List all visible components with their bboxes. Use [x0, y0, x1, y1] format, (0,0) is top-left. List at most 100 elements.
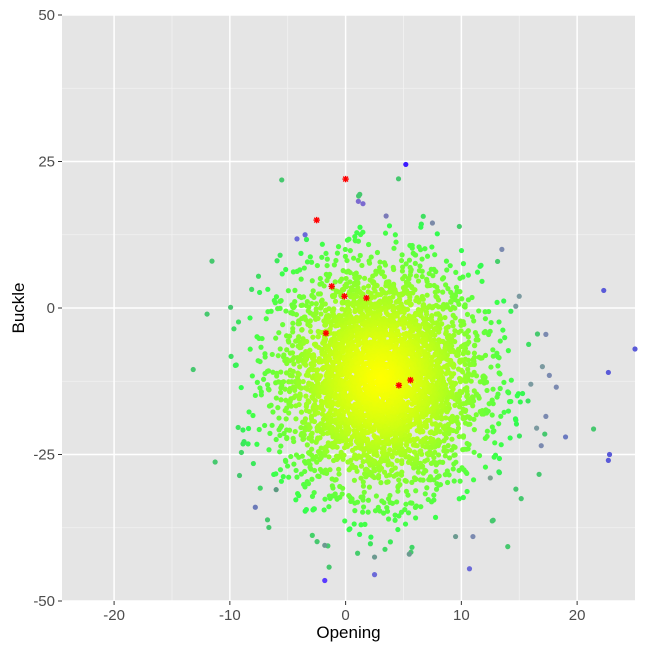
outlier-point	[355, 198, 361, 204]
cloud-point	[303, 507, 309, 513]
cloud-point	[284, 405, 290, 411]
asterisk-marker	[407, 376, 414, 384]
cloud-point	[497, 338, 503, 344]
cloud-point	[284, 463, 291, 469]
cloud-point	[409, 544, 415, 550]
cloud-point	[374, 249, 381, 256]
cloud-point	[315, 315, 321, 322]
outlier-point	[534, 425, 540, 431]
cloud-point	[286, 410, 292, 416]
cloud-point	[383, 283, 389, 289]
outlier-point	[322, 542, 328, 548]
cloud-point	[471, 343, 478, 349]
cloud-point	[360, 509, 366, 515]
cloud-point	[367, 541, 374, 547]
cloud-point	[277, 346, 283, 352]
cloud-point	[349, 462, 355, 468]
cloud-point	[457, 478, 463, 484]
cloud-point	[436, 452, 442, 458]
cloud-point	[495, 363, 501, 369]
cloud-point	[263, 316, 269, 322]
x-tick-label: -10	[219, 607, 241, 624]
cloud-point	[392, 517, 398, 523]
cloud-point	[456, 301, 462, 307]
cloud-point	[513, 486, 519, 492]
cloud-point	[412, 322, 418, 328]
cloud-point	[332, 298, 339, 304]
outlier-point	[403, 161, 409, 168]
cloud-point	[311, 362, 317, 368]
cloud-point	[395, 526, 401, 533]
cloud-point	[313, 453, 319, 460]
cloud-point	[273, 471, 279, 477]
cloud-point	[406, 323, 412, 329]
cloud-point	[457, 388, 463, 394]
cloud-point	[422, 419, 428, 426]
cloud-point	[433, 468, 439, 475]
cloud-point	[327, 326, 333, 332]
cloud-point	[279, 177, 285, 183]
cloud-point	[317, 291, 323, 297]
cloud-point	[304, 442, 310, 448]
cloud-point	[264, 517, 271, 523]
cloud-point	[278, 397, 284, 403]
cloud-point	[505, 348, 511, 354]
cloud-point	[406, 257, 413, 263]
cloud-point	[458, 322, 464, 329]
cloud-point	[311, 506, 317, 512]
cloud-point	[422, 324, 428, 331]
cloud-point	[455, 348, 462, 354]
cloud-point	[317, 435, 323, 441]
cloud-point	[326, 306, 332, 312]
cloud-point	[351, 319, 358, 325]
cloud-point	[501, 379, 507, 386]
cloud-point	[434, 481, 440, 487]
cloud-point	[368, 291, 374, 297]
cloud-point	[450, 466, 456, 472]
cloud-point	[282, 457, 289, 463]
cloud-point	[340, 349, 346, 355]
cloud-point	[293, 497, 299, 503]
cloud-point	[385, 312, 391, 318]
cloud-point	[268, 402, 274, 408]
highlight-markers	[313, 175, 414, 389]
cloud-point	[508, 308, 514, 314]
cloud-point	[460, 433, 467, 439]
cloud-point	[440, 289, 446, 295]
cloud-point	[273, 395, 279, 401]
cloud-point	[464, 488, 470, 495]
cloud-point	[292, 298, 298, 305]
cloud-point	[375, 386, 381, 392]
cloud-point	[235, 319, 242, 325]
cloud-point	[393, 239, 399, 245]
asterisk-marker	[342, 175, 349, 183]
cloud-point	[250, 412, 256, 419]
cloud-point	[458, 247, 465, 254]
cloud-point	[350, 303, 356, 309]
cloud-point	[337, 483, 343, 490]
cloud-point	[462, 420, 469, 426]
cloud-point	[304, 298, 310, 305]
cloud-point	[436, 473, 442, 479]
cloud-point	[424, 485, 430, 491]
cloud-point	[331, 293, 337, 300]
cloud-point	[385, 479, 391, 485]
cloud-point	[479, 278, 485, 284]
cloud-point	[266, 447, 272, 453]
cloud-point	[397, 482, 403, 488]
cloud-point	[346, 492, 352, 499]
cloud-point	[311, 467, 318, 474]
cloud-point	[457, 275, 463, 281]
cloud-point	[322, 301, 328, 307]
cloud-point	[434, 231, 440, 237]
cloud-point	[502, 335, 508, 341]
cloud-point	[348, 441, 354, 447]
outlier-point	[539, 364, 545, 370]
cloud-point	[392, 232, 398, 238]
cloud-point	[393, 299, 399, 305]
cloud-point	[212, 459, 218, 465]
cloud-point	[492, 440, 498, 446]
cloud-point	[444, 395, 450, 401]
cloud-point	[293, 416, 299, 422]
y-tick-label: 50	[38, 7, 55, 24]
